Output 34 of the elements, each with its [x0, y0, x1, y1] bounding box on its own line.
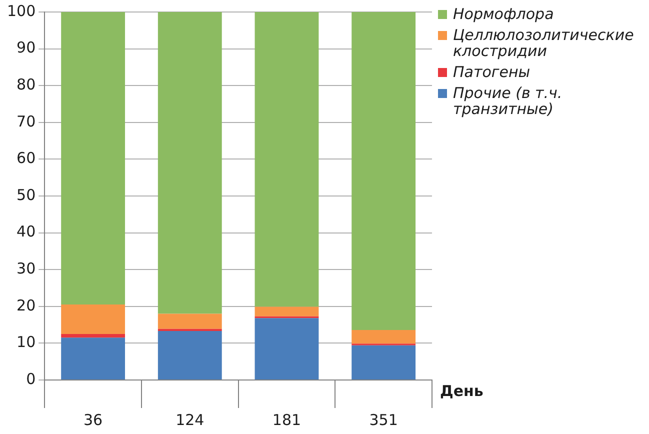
x-tick-label: 36: [84, 410, 103, 429]
x-tick-label: 181: [272, 410, 302, 429]
legend-label: Прочие (в т.ч. транзитные): [453, 84, 564, 118]
y-tick-label: 50: [16, 186, 36, 204]
x-tick-label: 351: [369, 410, 398, 429]
bar: [352, 345, 416, 380]
bar: [61, 12, 126, 305]
x-tick-label: 124: [176, 410, 204, 429]
bar: [254, 318, 319, 380]
bar: [254, 12, 319, 307]
bar: [158, 331, 222, 380]
y-tick-label: 70: [16, 112, 36, 130]
legend-label: Целлюлозолитические клостридии: [453, 26, 634, 60]
y-tick-label: 100: [6, 2, 36, 20]
bar: [352, 12, 416, 330]
y-tick-label: 0: [26, 370, 36, 388]
y-tick-label: 20: [16, 296, 36, 314]
y-tick-label: 90: [16, 38, 36, 57]
y-tick-label: 80: [16, 75, 36, 94]
bar: [352, 330, 416, 344]
bar: [61, 338, 126, 380]
legend-label: Патогены: [453, 63, 532, 81]
legend-label: Нормофлора: [453, 5, 555, 23]
y-tick-label: 30: [16, 259, 36, 278]
y-tick-label: 40: [16, 222, 36, 241]
bar: [61, 334, 126, 338]
y-tick-label: 10: [16, 333, 36, 352]
bar: [158, 328, 222, 332]
x-axis-title: День: [440, 382, 484, 400]
bar: [158, 12, 222, 314]
bar: [61, 304, 126, 334]
bar: [254, 306, 319, 316]
y-tick-label: 60: [16, 149, 36, 168]
bar: [158, 314, 222, 329]
